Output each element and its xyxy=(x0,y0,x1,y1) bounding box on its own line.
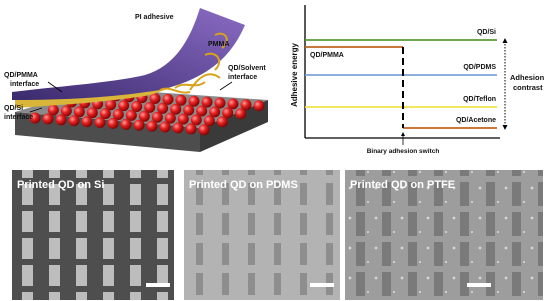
strand xyxy=(174,81,206,89)
quantum-dot xyxy=(159,121,171,133)
quantum-dot xyxy=(235,108,247,120)
quantum-dot xyxy=(170,103,182,115)
micrograph: Printed QD on PDMS xyxy=(184,170,340,300)
quantum-dot xyxy=(149,93,161,104)
quantum-dot xyxy=(94,117,106,128)
scale-bar xyxy=(310,283,334,287)
quantum-dot xyxy=(253,100,265,112)
strand xyxy=(204,52,221,71)
pointer xyxy=(29,107,43,113)
quantum-dot xyxy=(47,104,59,116)
quantum-dot xyxy=(177,113,189,125)
quantum-dot xyxy=(164,112,176,124)
quantum-dot xyxy=(222,107,234,119)
micrograph-title: Printed QD on PDMS xyxy=(189,179,298,191)
quantum-dot xyxy=(151,111,163,123)
arrow-head xyxy=(401,132,405,136)
quantum-dot xyxy=(198,124,210,136)
label: QD/PMMA xyxy=(4,72,38,79)
quantum-dot xyxy=(55,114,67,126)
quantum-dot xyxy=(73,106,85,118)
level-label: QD/Teflon xyxy=(463,96,496,103)
label: interface xyxy=(10,81,39,88)
quantum-dot xyxy=(42,113,54,125)
y-axis-label: Adhesive energy xyxy=(290,42,299,107)
quantum-dot xyxy=(99,108,111,120)
energy-diagram: Adhesive energy QD/Si QD/PMMA QD/PDMS QD… xyxy=(290,5,545,155)
micrograph: Printed QD on PTFE xyxy=(345,170,543,300)
quantum-dot xyxy=(144,101,156,113)
micrograph-title: Printed QD on PTFE xyxy=(350,179,455,191)
level-label: QD/Si xyxy=(477,29,496,36)
quantum-dot xyxy=(86,107,98,119)
quantum-dot xyxy=(131,101,143,112)
label: PI adhesive xyxy=(135,14,174,21)
switch-label: Binary adhesion switch xyxy=(367,148,440,155)
label: QD/Solvent xyxy=(228,65,266,72)
quantum-dot xyxy=(209,106,221,118)
level-label: QD/PMMA xyxy=(310,52,344,59)
quantum-dot xyxy=(201,96,213,108)
pointer xyxy=(219,81,233,91)
strand xyxy=(159,87,191,94)
pointer xyxy=(47,81,63,93)
quantum-dot xyxy=(112,109,124,120)
label: PMMA xyxy=(208,41,229,48)
quantum-dot xyxy=(68,115,80,127)
quantum-dot xyxy=(60,105,72,117)
quantum-dot xyxy=(120,118,132,130)
illustration: PI adhesive PMMA QD/PMMA interface QD/So… xyxy=(4,8,268,152)
quantum-dot xyxy=(216,116,228,128)
scale-bar xyxy=(146,283,170,287)
contrast-label: contrast xyxy=(513,83,543,92)
quantum-dot xyxy=(185,123,197,135)
arrow-head xyxy=(502,125,508,130)
quantum-dot xyxy=(172,122,184,134)
quantum-dot xyxy=(175,94,187,106)
label: QD/Si xyxy=(4,105,23,112)
quantum-dot xyxy=(157,102,169,114)
quantum-dot xyxy=(146,120,158,132)
contrast-label: Adhesion xyxy=(510,73,545,82)
strand xyxy=(214,32,228,49)
quantum-dot xyxy=(133,119,145,131)
quantum-dot xyxy=(190,114,202,126)
quantum-dot xyxy=(118,100,130,112)
quantum-dot xyxy=(107,117,119,129)
quantum-dot xyxy=(81,116,93,128)
strand xyxy=(189,73,221,91)
arrow-head xyxy=(502,38,508,43)
level-label: QD/Acetone xyxy=(456,117,496,124)
quantum-dot xyxy=(183,104,195,116)
quantum-dot xyxy=(227,98,239,110)
pmma-strands xyxy=(159,32,228,94)
quantum-dot xyxy=(188,95,200,107)
quantum-dot xyxy=(105,99,117,111)
quantum-dot xyxy=(214,97,226,109)
sem-image xyxy=(345,170,543,300)
micrograph: Printed QD on Si xyxy=(12,170,174,300)
quantum-dot xyxy=(196,105,208,117)
quantum-dot xyxy=(125,109,137,121)
quantum-dot xyxy=(138,110,150,122)
label: interface xyxy=(228,74,257,81)
level-label: QD/PDMS xyxy=(463,64,496,71)
micrograph-title: Printed QD on Si xyxy=(17,179,104,191)
sem-image xyxy=(184,170,340,300)
pi-sheet xyxy=(12,8,245,100)
quantum-dot xyxy=(240,99,252,111)
substrate-side xyxy=(200,100,268,152)
quantum-dot xyxy=(29,112,41,124)
label: interface xyxy=(4,114,33,121)
quantum-dot xyxy=(203,115,215,127)
scale-bar xyxy=(467,283,491,287)
quantum-dot xyxy=(162,93,174,105)
sem-image xyxy=(12,170,174,300)
